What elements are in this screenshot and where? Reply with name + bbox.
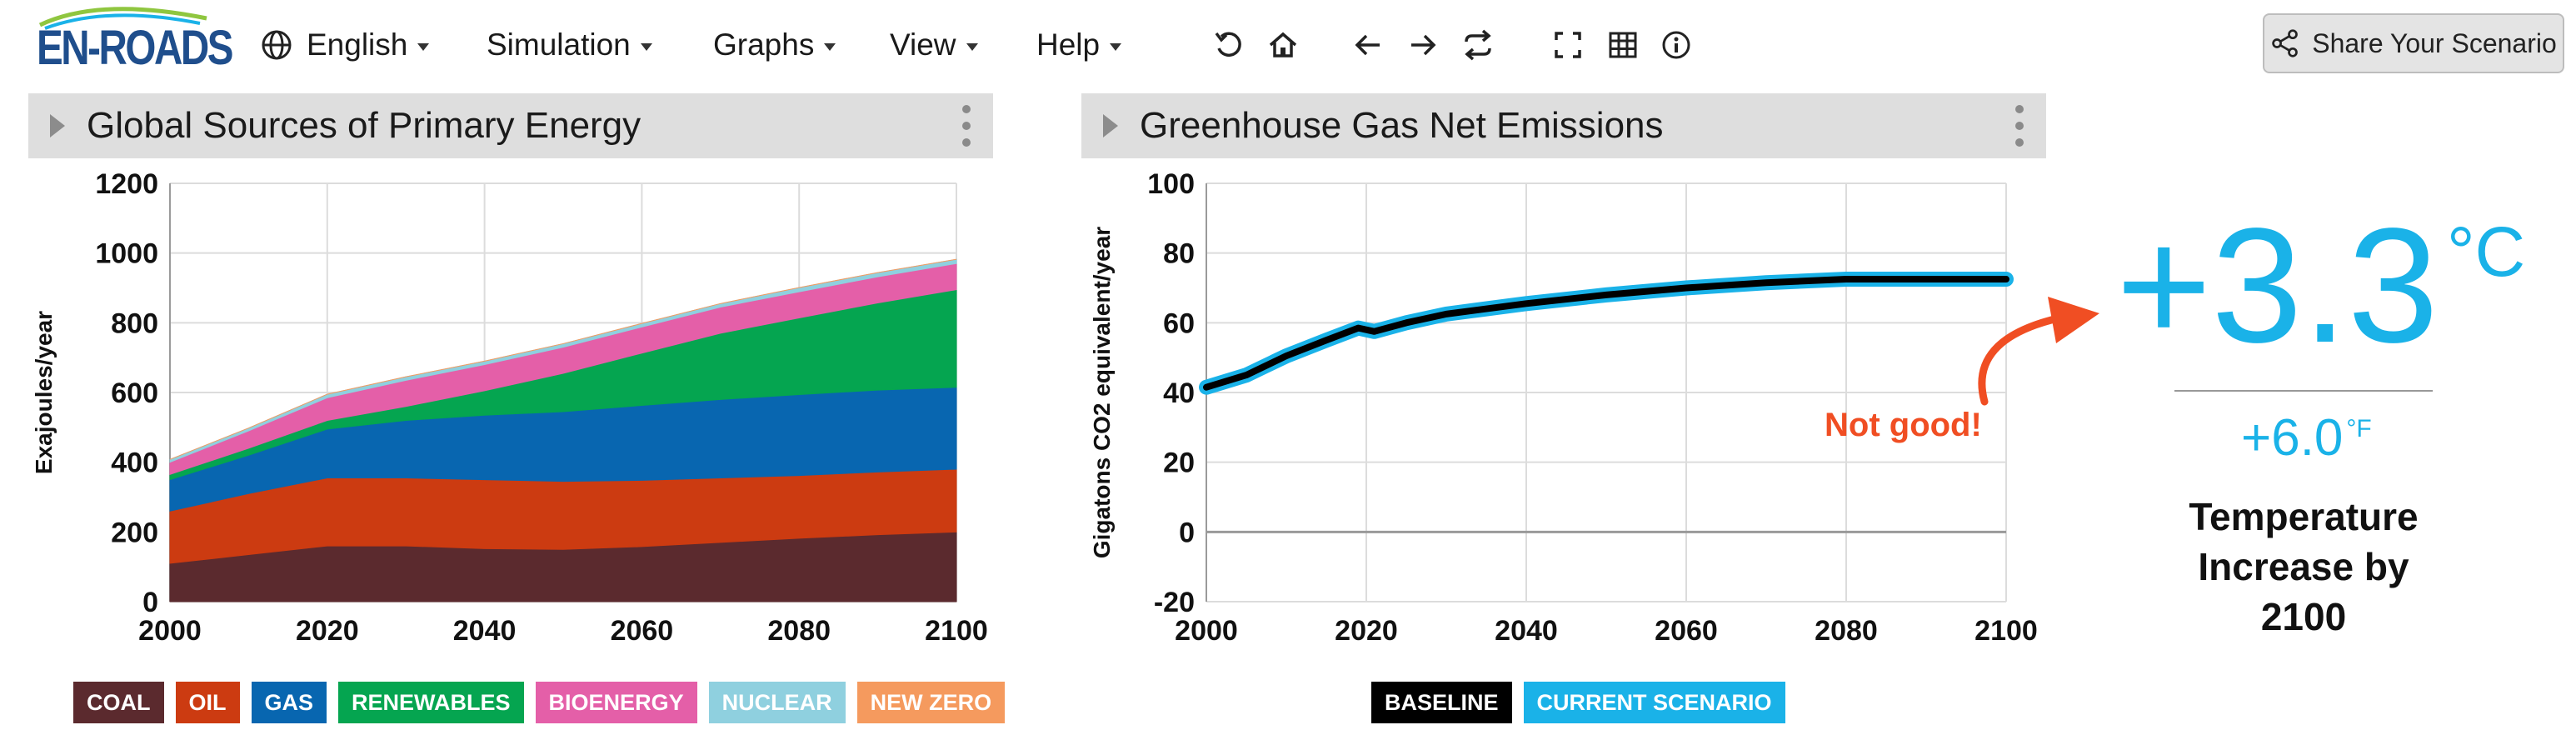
logo-swoosh-icon (38, 7, 207, 30)
energy-xtick-label: 2020 (296, 615, 359, 647)
emissions-ytick-label: 0 (1179, 517, 1195, 548)
emissions-legend-current-scenario[interactable]: CURRENT SCENARIO (1523, 682, 1785, 723)
energy-xtick-label: 2100 (925, 615, 988, 647)
fahrenheit-unit: °F (2346, 415, 2372, 442)
help-menu[interactable]: Help (1036, 23, 1122, 67)
temperature-celsius: +3.3 °C (2116, 194, 2526, 377)
emissions-panel-title: Greenhouse Gas Net Emissions (1140, 105, 1664, 146)
energy-ytick-label: 1000 (95, 238, 158, 270)
energy-panel-title: Global Sources of Primary Energy (87, 105, 642, 146)
energy-ytick-label: 600 (111, 378, 158, 409)
emissions-ytick-label: 80 (1163, 238, 1195, 270)
emissions-legend: BASELINE CURRENT SCENARIO (1371, 682, 1785, 723)
energy-xtick-label: 2000 (138, 615, 202, 647)
expand-triangle-icon[interactable] (1103, 114, 1118, 138)
chevron-down-icon (966, 42, 978, 51)
energy-area-new-zero (169, 258, 957, 460)
logo-text: EN-ROADS (37, 21, 233, 75)
emissions-ytick-label: 40 (1163, 378, 1195, 409)
emissions-xtick-label: 2100 (1974, 615, 2038, 647)
energy-legend-new-zero[interactable]: NEW ZERO (856, 682, 1006, 723)
energy-ytick-label: 200 (111, 517, 158, 548)
energy-y-axis-label: Exajoules/year (31, 311, 57, 474)
graphs-label: Graphs (713, 28, 815, 62)
en-roads-logo[interactable]: EN-ROADS (33, 0, 233, 83)
emissions-xtick-label: 2080 (1815, 615, 1878, 647)
emissions-xtick-label: 2000 (1175, 615, 1238, 647)
temperature-fahrenheit: +6.0 °F (2241, 408, 2372, 468)
emissions-y-axis-label: Gigatons CO2 equivalent/year (1089, 227, 1115, 558)
chevron-down-icon (824, 42, 836, 51)
caption-line-3: 2100 (2260, 595, 2347, 638)
chevron-down-icon (1110, 42, 1122, 51)
curved-arrow-icon (1978, 297, 2099, 406)
energy-ytick-label: 800 (111, 308, 158, 339)
more-options-icon[interactable] (2014, 105, 2024, 147)
energy-ytick-label: 0 (142, 587, 158, 618)
emissions-ytick-label: -20 (1154, 587, 1195, 618)
energy-chart: 0 200 400 600 800 1000 1200 2000 2020 2040 2060 208… (31, 168, 988, 647)
back-arrow-icon[interactable] (1346, 23, 1390, 67)
energy-legend: COAL OIL GAS RENEWABLES BIOENERGY NUCLEAR NEW … (73, 682, 1006, 723)
share-scenario-button[interactable]: Share Your Scenario (2263, 13, 2564, 73)
emissions-xtick-label: 2040 (1495, 615, 1558, 647)
annotation-text: Not good! (1825, 407, 1982, 443)
energy-ytick-label: 400 (111, 448, 158, 479)
grid-icon[interactable] (1601, 23, 1645, 67)
temperature-caption: Temperature Increase by 2100 (2158, 492, 2449, 642)
chevron-down-icon (640, 42, 652, 51)
globe-icon (262, 30, 292, 60)
energy-legend-bioenergy[interactable]: BIOENERGY (535, 682, 697, 723)
expand-triangle-icon[interactable] (50, 114, 65, 138)
fullscreen-icon[interactable] (1546, 23, 1590, 67)
energy-legend-coal[interactable]: COAL (73, 682, 164, 723)
simulation-label: Simulation (487, 28, 631, 62)
caption-line-1: Temperature (2189, 495, 2419, 538)
emissions-xtick-label: 2020 (1335, 615, 1398, 647)
language-menu[interactable]: English (260, 23, 430, 67)
emissions-ytick-label: 60 (1163, 308, 1195, 339)
fahrenheit-value: +6.0 (2241, 409, 2344, 467)
share-icon (2272, 29, 2299, 58)
undo-icon[interactable] (1206, 23, 1250, 67)
language-label: English (307, 28, 408, 62)
energy-xtick-label: 2080 (767, 615, 831, 647)
energy-xtick-label: 2060 (611, 615, 674, 647)
graphs-menu[interactable]: Graphs (713, 23, 836, 67)
view-menu[interactable]: View (890, 23, 978, 67)
emissions-ytick-label: 20 (1163, 448, 1195, 479)
share-label: Share Your Scenario (2312, 28, 2557, 58)
simulation-menu[interactable]: Simulation (487, 23, 652, 67)
celsius-unit: °C (2446, 212, 2526, 291)
home-icon[interactable] (1261, 23, 1305, 67)
caption-line-2: Increase by (2198, 545, 2409, 588)
energy-legend-gas[interactable]: GAS (251, 682, 327, 723)
emissions-xtick-label: 2060 (1655, 615, 1718, 647)
energy-legend-renewables[interactable]: RENEWABLES (338, 682, 524, 723)
energy-legend-nuclear[interactable]: NUCLEAR (708, 682, 846, 723)
more-options-icon[interactable] (961, 105, 971, 147)
compare-icon[interactable] (1456, 23, 1500, 67)
help-label: Help (1036, 28, 1101, 62)
temperature-divider (2174, 390, 2433, 392)
emissions-ytick-label: 100 (1147, 168, 1195, 200)
emissions-panel-header: Greenhouse Gas Net Emissions (1081, 93, 2046, 158)
forward-arrow-icon[interactable] (1401, 23, 1445, 67)
energy-panel-header: Global Sources of Primary Energy (28, 93, 993, 158)
view-label: View (890, 28, 956, 62)
emissions-line-baseline (1203, 276, 2009, 391)
energy-xtick-label: 2040 (453, 615, 517, 647)
energy-ytick-label: 1200 (95, 168, 158, 200)
emissions-legend-baseline[interactable]: BASELINE (1371, 682, 1512, 723)
energy-legend-oil[interactable]: OIL (175, 682, 240, 723)
chevron-down-icon (417, 42, 430, 51)
info-icon[interactable] (1655, 23, 1698, 67)
celsius-value: +3.3 (2116, 194, 2439, 377)
